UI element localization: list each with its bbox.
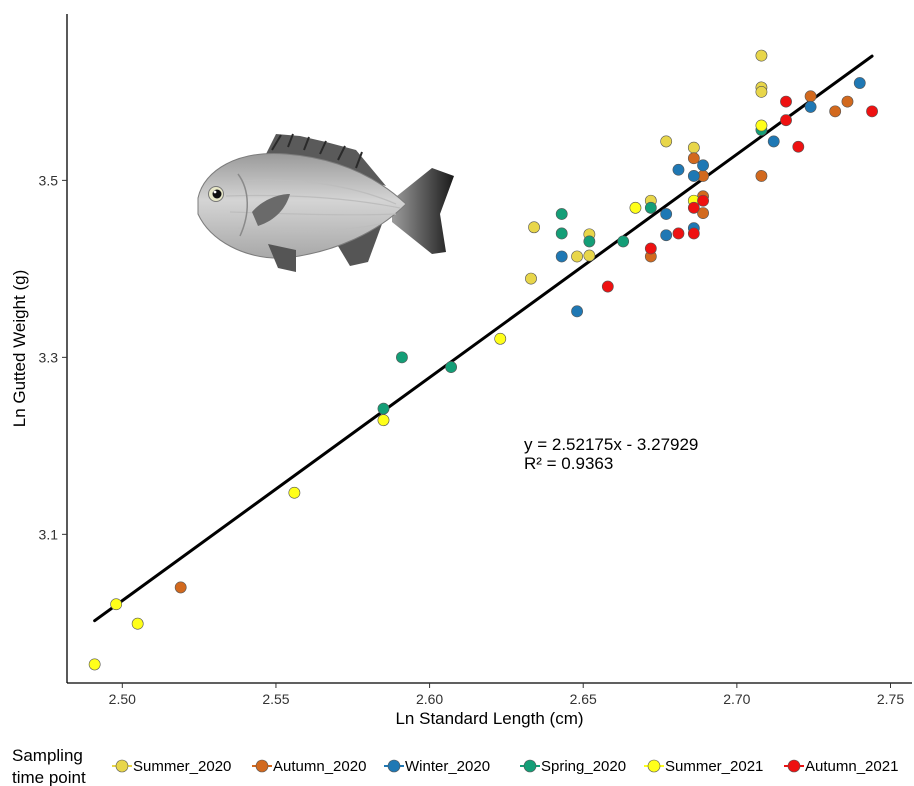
data-point — [528, 221, 540, 234]
legend-label: Autumn_2021 — [805, 758, 898, 775]
legend-label: Autumn_2020 — [273, 758, 366, 775]
x-tick-label: 2.55 — [262, 691, 289, 707]
x-tick-label: 2.50 — [109, 691, 136, 707]
data-point — [288, 486, 301, 499]
data-point — [617, 235, 630, 248]
data-point — [687, 227, 700, 240]
data-point — [697, 159, 709, 172]
data-point — [445, 361, 457, 373]
regression-line — [93, 54, 874, 623]
data-point — [396, 351, 408, 364]
y-tick-label: 3.3 — [39, 349, 59, 365]
x-tick-label: 2.60 — [416, 691, 443, 707]
data-point — [583, 235, 596, 248]
y-tick-label: 3.1 — [39, 526, 59, 542]
data-point — [804, 90, 817, 103]
legend-item: Autumn_2021 — [784, 758, 898, 775]
series-autumn-2021 — [601, 95, 878, 293]
data-point — [88, 658, 101, 671]
data-point — [644, 201, 657, 214]
data-point — [672, 227, 685, 240]
data-point — [687, 170, 700, 182]
legend-key-point — [255, 759, 269, 773]
legend-key-point — [387, 759, 401, 773]
r-squared-label: R² = 0.9363 — [524, 454, 613, 473]
legend-title-line2: time point — [12, 768, 86, 786]
legend-key-point — [115, 759, 129, 773]
series-winter-2020 — [555, 77, 866, 318]
data-point — [660, 208, 673, 220]
data-point — [601, 280, 614, 293]
data-point — [110, 598, 123, 611]
regression-equation: y = 2.52175x - 3.27929 — [524, 435, 698, 454]
data-point — [377, 402, 390, 415]
data-point — [697, 194, 709, 207]
x-tick-label: 2.65 — [570, 691, 597, 707]
legend-item: Winter_2020 — [384, 758, 490, 775]
legend-key-point — [647, 759, 661, 773]
data-point — [755, 85, 768, 98]
legend-title: Sampling — [12, 746, 83, 765]
data-point — [660, 229, 673, 242]
legend-item: Spring_2020 — [520, 758, 626, 775]
data-point — [780, 95, 792, 108]
legend-key-point — [523, 759, 537, 773]
data-point — [131, 617, 144, 630]
legend-label: Spring_2020 — [541, 758, 626, 775]
data-point — [866, 105, 878, 118]
data-point — [571, 250, 583, 263]
legend-item: Summer_2021 — [644, 758, 763, 775]
legend-key-point — [787, 759, 801, 773]
data-point — [804, 101, 817, 113]
data-point — [377, 414, 390, 427]
data-point — [555, 250, 568, 263]
data-point — [755, 119, 768, 132]
data-point — [780, 114, 792, 127]
data-point — [555, 227, 568, 240]
data-point — [672, 163, 685, 176]
y-tick-label: 3.5 — [39, 172, 59, 188]
legend-label: Summer_2021 — [665, 758, 763, 775]
x-axis-title: Ln Standard Length (cm) — [395, 709, 583, 728]
fish-illustration — [197, 133, 454, 272]
data-point — [494, 332, 507, 345]
data-point — [583, 249, 596, 262]
data-point — [687, 201, 700, 214]
data-point — [174, 581, 187, 594]
data-point — [687, 152, 700, 165]
data-point — [755, 49, 768, 62]
data-point — [629, 201, 642, 214]
legend-item: Autumn_2020 — [252, 758, 366, 775]
data-point — [792, 140, 805, 153]
data-point — [644, 242, 657, 255]
x-tick-label: 2.70 — [723, 691, 750, 707]
y-axis-title: Ln Gutted Weight (g) — [10, 270, 29, 428]
data-point — [829, 105, 842, 118]
data-point — [767, 135, 780, 148]
data-point — [525, 272, 537, 285]
x-tick-label: 2.75 — [877, 691, 904, 707]
data-point — [853, 77, 866, 89]
data-point — [755, 170, 768, 182]
data-point — [841, 95, 854, 108]
data-point — [555, 208, 568, 220]
data-point — [687, 141, 700, 154]
data-point — [697, 207, 709, 220]
data-point — [660, 135, 673, 148]
legend-item: Summer_2020 — [112, 758, 231, 775]
legend-label: Winter_2020 — [405, 758, 490, 775]
legend-label: Summer_2020 — [133, 758, 231, 775]
data-point — [571, 305, 583, 318]
